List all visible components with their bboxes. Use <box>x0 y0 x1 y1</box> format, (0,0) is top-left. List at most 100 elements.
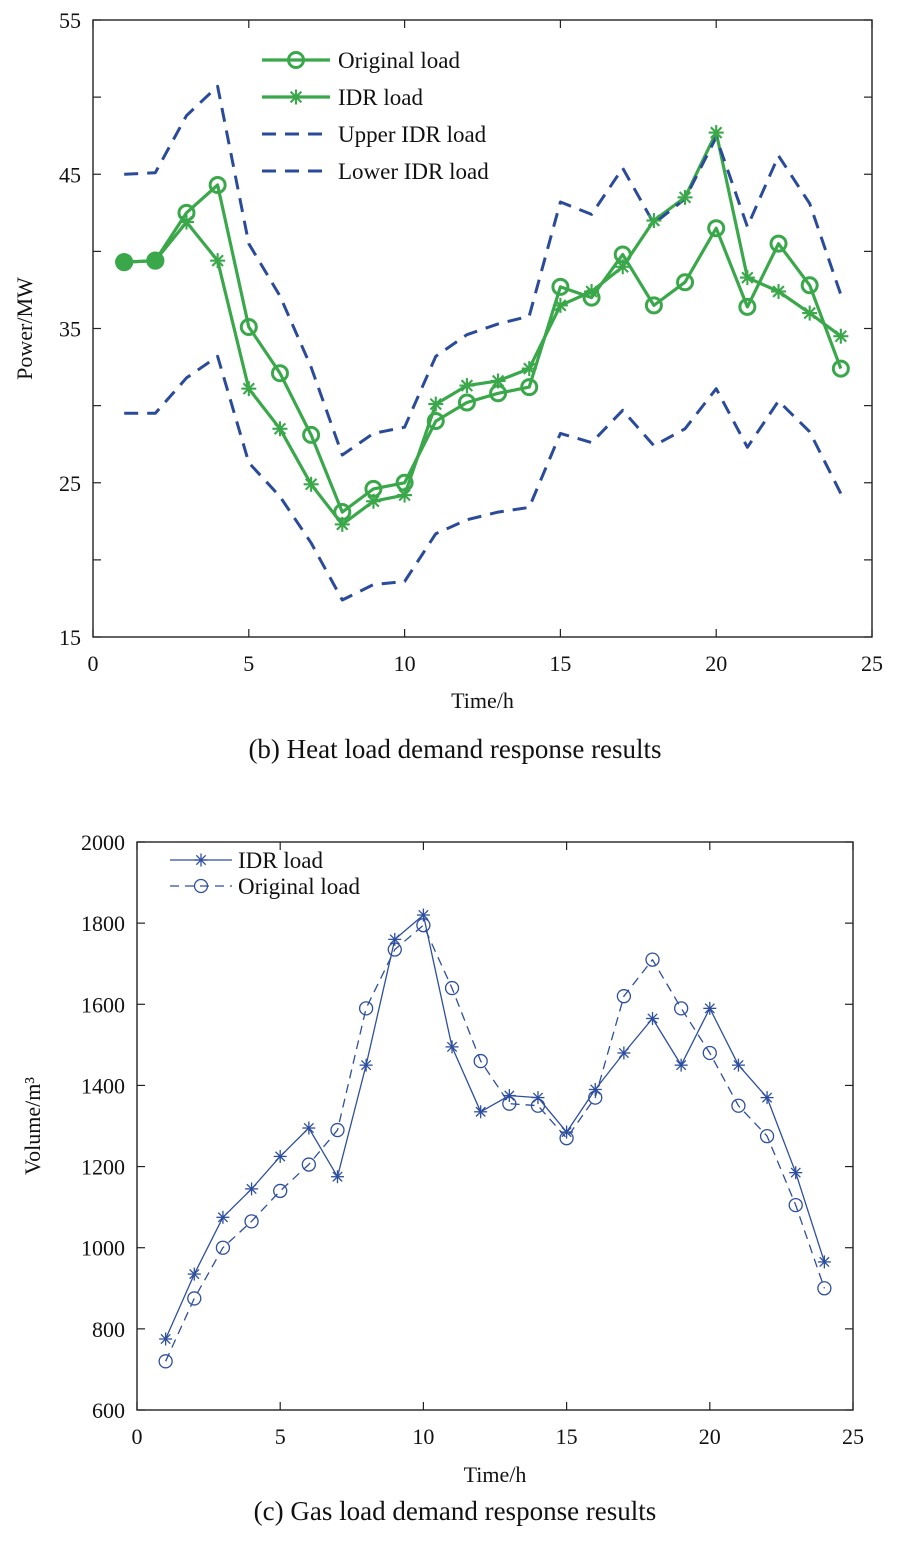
gas-point-original-load <box>645 952 660 967</box>
gas-axis-ticks: 0 5 10 15 20 25 600 800 1000 1200 1400 1600 1800 2000 <box>81 830 864 1449</box>
gas-legend-marker-idr-load-stroke <box>195 854 207 866</box>
gas-point-idr-load-stroke <box>446 1041 458 1053</box>
heat-point-idr-load-stroke <box>398 488 411 502</box>
heat-x-tick-label: 5 <box>243 651 254 676</box>
gas-point-idr-load-stroke <box>332 1171 343 1182</box>
gas-x-tick-label: 0 <box>132 1424 143 1449</box>
gas-x-axis-label: Time/h <box>464 1462 527 1487</box>
gas-point-original-load <box>559 1131 574 1146</box>
heat-y-tick-label: 25 <box>59 471 81 496</box>
heat-point-idr-load-stroke <box>211 254 224 267</box>
heat-y-tick-label: 55 <box>59 8 81 33</box>
heat-y-tick-label: 35 <box>59 317 81 342</box>
gas-y-tick-label: 1800 <box>81 911 125 936</box>
gas-point-idr-load <box>245 1182 259 1196</box>
heat-point-original-load <box>302 425 321 444</box>
gas-chart-caption: (c) Gas load demand response results <box>254 1496 657 1526</box>
gas-x-tick-label: 20 <box>699 1424 721 1449</box>
gas-point-idr-load-stroke <box>704 1003 715 1014</box>
heat-point-idr-load <box>771 283 787 299</box>
gas-point-idr-load <box>216 1210 230 1224</box>
heat-y-tick-label: 45 <box>59 162 81 187</box>
gas-x-tick-label: 5 <box>275 1424 286 1449</box>
gas-point-original-load <box>330 1122 345 1138</box>
gas-point-idr-load <box>159 1332 173 1346</box>
heat-point-original-load <box>520 378 539 397</box>
gas-point-original-load <box>588 1090 603 1105</box>
heat-point-idr-load-stroke <box>273 422 287 435</box>
gas-y-tick-label: 600 <box>92 1398 125 1423</box>
gas-point-idr-load <box>674 1058 688 1072</box>
gas-legend-label-idr-load: IDR load <box>238 848 323 873</box>
heat-legend-marker-idr-load <box>288 89 304 105</box>
heat-point-idr-load <box>397 487 413 503</box>
heat-point-idr-load <box>677 189 693 205</box>
heat-point-idr-load-stroke <box>772 285 785 298</box>
heat-point-idr-load <box>490 373 506 389</box>
gas-point-idr-load-stroke <box>160 1333 171 1345</box>
heat-point-idr-load-stroke <box>367 495 380 508</box>
gas-point-idr-load-stroke <box>475 1106 486 1117</box>
heat-point-idr-load-stroke <box>710 126 723 139</box>
heat-point-idr-load-stroke <box>460 379 474 392</box>
gas-point-idr-load <box>703 1001 717 1015</box>
gas-point-idr-load <box>359 1058 373 1072</box>
gas-x-tick-label: 10 <box>412 1424 434 1449</box>
gas-point-idr-load <box>817 1255 831 1269</box>
gas-point-idr-load-stroke <box>618 1047 630 1059</box>
gas-point-idr-load <box>531 1091 545 1105</box>
heat-point-idr-load <box>241 381 257 397</box>
heat-point-idr-load <box>646 213 662 229</box>
gas-point-idr-load <box>760 1091 774 1105</box>
gas-point-original-load <box>444 980 460 996</box>
gas-point-original-load <box>788 1197 803 1213</box>
gas-point-original-load <box>244 1214 259 1229</box>
gas-plot-frame <box>136 841 854 1411</box>
heat-point-idr-load <box>334 516 350 532</box>
heat-chart-caption: (b) Heat load demand response results <box>248 734 661 764</box>
heat-point-idr-load <box>584 283 600 299</box>
gas-legend-marker-original-load <box>193 878 209 894</box>
gas-point-idr-load-stroke <box>418 909 429 921</box>
gas-y-tick-label: 1000 <box>81 1236 125 1261</box>
gas-y-tick-label: 800 <box>92 1317 125 1342</box>
heat-series-line-lower-idr-load <box>124 354 843 602</box>
heat-point-idr-load <box>428 396 444 412</box>
heat-legend: Original load IDR load Upper IDR load Lower… <box>262 48 489 184</box>
heat-y-axis-label: Power/MW <box>12 277 37 380</box>
gas-point-idr-load <box>502 1089 516 1103</box>
gas-point-original-load <box>158 1354 173 1369</box>
gas-y-tick-label: 1200 <box>81 1155 125 1180</box>
heat-point-idr-load-stroke <box>304 478 318 491</box>
gas-point-original-load <box>502 1096 517 1111</box>
heat-point-original-load <box>738 297 757 316</box>
heat-point-original-load <box>426 412 445 431</box>
heat-point-idr-load-stroke <box>429 397 442 411</box>
heat-point-idr-load-stroke <box>523 362 536 375</box>
gas-point-idr-load-stroke <box>733 1060 744 1071</box>
gas-point-original-load <box>616 989 632 1004</box>
heat-series-line-original-load <box>124 183 843 514</box>
heat-point-idr-load <box>521 361 537 377</box>
gas-point-original-load <box>530 1098 546 1113</box>
heat-point-original-load <box>457 393 476 412</box>
heat-x-tick-label: 15 <box>549 651 571 676</box>
heat-point-idr-load <box>178 214 194 230</box>
gas-point-idr-load-stroke <box>303 1122 314 1134</box>
heat-point-original-load <box>676 273 695 292</box>
heat-point-original-load <box>800 276 819 295</box>
gas-point-idr-load <box>789 1166 803 1180</box>
heat-legend-label-lower-idr-load: Lower IDR load <box>338 159 489 184</box>
heat-point-idr-load <box>272 421 288 437</box>
heat-point-idr-load-stroke <box>678 191 692 204</box>
heat-point-idr-load-stroke <box>180 215 193 229</box>
gas-point-original-load <box>273 1183 288 1199</box>
heat-x-axis-label: Time/h <box>451 688 514 713</box>
heat-axis-ticks: 0 5 10 15 20 25 15 25 35 45 55 <box>59 8 883 676</box>
heat-point-idr-load-stroke <box>336 518 349 531</box>
heat-point-idr-load-stroke <box>616 260 629 273</box>
heat-point-idr-load <box>459 378 475 394</box>
gas-point-idr-load-stroke <box>790 1167 801 1178</box>
heat-point-idr-load-stroke <box>834 330 847 343</box>
